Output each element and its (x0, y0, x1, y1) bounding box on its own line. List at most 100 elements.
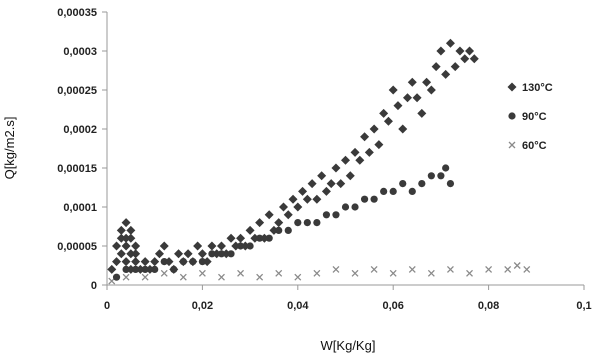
data-point (107, 264, 117, 274)
data-point (126, 264, 136, 274)
legend-label: 130°C (522, 82, 553, 94)
data-point (278, 202, 288, 212)
data-point (178, 257, 188, 267)
data-point (126, 233, 136, 243)
data-point (369, 124, 379, 134)
data-point (112, 241, 122, 251)
data-point (283, 210, 293, 220)
data-point (294, 273, 302, 281)
data-point (131, 249, 141, 259)
data-point (275, 269, 283, 277)
data-point (317, 171, 327, 181)
data-point (307, 179, 317, 189)
data-point (121, 257, 131, 267)
data-point (389, 269, 397, 277)
data-point (465, 46, 475, 56)
data-point (246, 242, 254, 250)
data-point (341, 155, 350, 165)
legend-marker (508, 112, 516, 120)
data-point (227, 250, 235, 258)
data-point (207, 241, 217, 251)
legend-label: 60°C (522, 140, 547, 152)
data-point (122, 273, 130, 281)
data-point (259, 233, 269, 243)
legend-marker (508, 141, 516, 149)
data-point (256, 273, 264, 281)
legend-marker (507, 82, 517, 92)
data-point (313, 269, 321, 277)
series-x (108, 262, 531, 285)
data-point (131, 257, 141, 267)
legend-label: 90°C (522, 111, 547, 123)
data-point (345, 171, 355, 181)
data-point (332, 211, 340, 219)
data-point (407, 77, 417, 87)
data-point (437, 172, 445, 180)
data-point (116, 249, 126, 259)
data-point (426, 85, 436, 95)
data-point (126, 225, 136, 235)
data-point (446, 265, 454, 273)
data-point (436, 46, 446, 56)
x-axis-title: W[Kg/Kg] (321, 338, 376, 353)
data-point (388, 85, 398, 95)
data-point (197, 249, 207, 259)
data-point (151, 265, 159, 273)
data-point (513, 262, 521, 269)
data-point (466, 269, 473, 277)
y-tick-label: 0,00005 (57, 241, 97, 253)
data-point (121, 233, 131, 243)
data-point (150, 257, 160, 267)
data-point (293, 202, 303, 212)
data-point (140, 257, 150, 267)
data-point (135, 264, 145, 274)
data-point (326, 179, 336, 189)
data-point (393, 101, 403, 111)
data-point (193, 241, 203, 251)
data-point (350, 147, 360, 157)
data-point (445, 38, 455, 48)
data-point (236, 233, 246, 243)
data-point (116, 225, 126, 235)
data-point (294, 219, 302, 227)
data-point (360, 195, 369, 203)
data-point (408, 187, 416, 195)
data-point (141, 273, 149, 281)
data-point (237, 269, 245, 277)
data-point (446, 180, 455, 188)
data-point (370, 195, 378, 203)
data-point (302, 194, 312, 204)
data-point (116, 233, 126, 243)
data-point (427, 172, 435, 180)
data-point (313, 219, 321, 227)
data-point (226, 233, 236, 243)
x-tick-label: 0,06 (382, 300, 403, 312)
data-point (179, 273, 187, 281)
data-point (389, 187, 397, 195)
x-tick-label: 0,02 (192, 300, 213, 312)
x-tick-label: 0,08 (478, 300, 499, 312)
data-point (132, 265, 140, 273)
data-point (322, 211, 331, 219)
data-point (312, 194, 322, 204)
data-point (122, 265, 130, 273)
y-tick-label: 0,0001 (63, 202, 97, 214)
data-point (417, 108, 427, 118)
data-point (412, 93, 422, 103)
data-point (256, 234, 264, 242)
data-point (455, 46, 465, 56)
data-point (364, 147, 374, 157)
data-point (427, 269, 435, 277)
data-point (112, 273, 121, 281)
legend: 130°C 90°C 60°C (507, 82, 553, 152)
data-point (341, 203, 350, 211)
data-point (160, 258, 168, 266)
data-point (212, 249, 222, 259)
y-tick-label: 0,00035 (57, 7, 97, 19)
data-point (202, 257, 212, 267)
data-point (274, 218, 284, 228)
data-point (255, 218, 265, 228)
plot-area (106, 12, 584, 286)
data-point (164, 257, 174, 267)
